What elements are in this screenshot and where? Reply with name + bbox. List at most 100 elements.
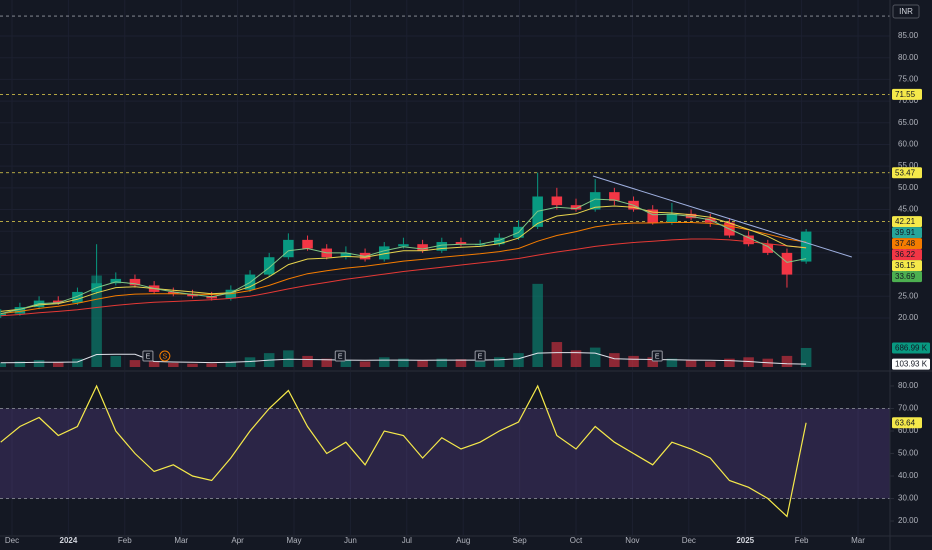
- volume-bar: [532, 283, 543, 367]
- volume-bar: [781, 355, 793, 367]
- candle-body: [302, 239, 313, 249]
- event-label: S: [163, 353, 168, 360]
- event-marker: [142, 350, 154, 362]
- y-tick-label: 70.00: [898, 96, 919, 105]
- price-badge-label: 71.55: [895, 90, 916, 99]
- rsi: [0, 384, 890, 518]
- currency-label[interactable]: INR: [899, 7, 913, 16]
- x-tick-label: Feb: [118, 536, 132, 545]
- y-tick-label: 50.00: [898, 449, 919, 458]
- candle-body: [129, 278, 141, 286]
- volume-bar: [321, 358, 332, 367]
- levels: [0, 15, 890, 223]
- volume-bar: [91, 275, 102, 367]
- candle-body: [781, 252, 793, 275]
- y-tick-label: 80.00: [898, 381, 919, 390]
- rsi-badge: [892, 417, 922, 429]
- price-badge: [892, 216, 922, 228]
- price-badge-label: 36.22: [895, 250, 916, 259]
- volume-bar: [551, 342, 563, 367]
- price-badge-label: 37.48: [895, 239, 916, 248]
- volume-bar: [609, 353, 620, 367]
- candle-body: [455, 242, 467, 245]
- candle-body: [263, 257, 275, 275]
- volume-bar: [436, 358, 448, 367]
- event-label: E: [146, 353, 151, 360]
- y-tick-label: 85.00: [898, 31, 919, 40]
- currency-box[interactable]: [892, 4, 920, 19]
- volume-bar: [283, 350, 294, 367]
- volume-bar: [148, 361, 160, 367]
- candle-body: [0, 313, 6, 316]
- x-tick-label: Sep: [512, 536, 527, 545]
- y-tick-label: 20.00: [898, 313, 919, 322]
- volume-bar: [474, 360, 486, 367]
- volume-bar: [494, 357, 505, 367]
- volume-bar: [225, 361, 237, 367]
- y-tick-label: 75.00: [898, 74, 919, 83]
- candle-body: [206, 296, 217, 299]
- x-tick-label: 2024: [60, 536, 78, 545]
- candle-body: [436, 242, 448, 251]
- candle-body: [378, 246, 390, 260]
- x-tick-label: Aug: [456, 536, 470, 545]
- volume-badge-label: 686.99 K: [895, 344, 928, 353]
- volume-bar: [743, 357, 754, 367]
- candle-body: [340, 252, 352, 258]
- candle-body: [52, 300, 64, 303]
- candle-body: [474, 244, 486, 246]
- volume-bar: [800, 347, 812, 367]
- volume-bar: [33, 360, 45, 367]
- candle-body: [187, 294, 198, 297]
- candle-body: [417, 244, 428, 251]
- volume-bar: [513, 353, 524, 367]
- volume-bar: [455, 359, 467, 367]
- moving-average-line: [0, 198, 807, 315]
- candle-body: [494, 237, 505, 245]
- x-tick-label: Jul: [402, 536, 412, 545]
- volume-bar: [302, 355, 313, 367]
- x-tick-label: May: [286, 536, 301, 545]
- grid: [0, 0, 890, 535]
- y-tick-label: 25.00: [898, 291, 919, 300]
- rsi-band-fill: [0, 408, 890, 499]
- volume-bar: [724, 358, 735, 367]
- x-tick-label: Jun: [344, 536, 357, 545]
- volume-bar: [704, 361, 716, 367]
- candle-body: [283, 239, 294, 258]
- volume-bar: [378, 357, 390, 367]
- candle-body: [570, 205, 582, 210]
- volume-bar: [666, 358, 678, 367]
- x-tick-label: Dec: [5, 536, 19, 545]
- candle-body: [398, 244, 409, 247]
- y-tick-label: 60.00: [898, 426, 919, 435]
- price-badge: [892, 271, 922, 283]
- x-tick-label: Mar: [174, 536, 188, 545]
- volume-ma-line: [0, 352, 807, 365]
- candle-body: [609, 192, 620, 201]
- price-badge: [892, 260, 922, 272]
- event-marker: [334, 350, 346, 362]
- rsi-badge-label: 63.64: [895, 418, 916, 427]
- price-badge-label: 39.91: [895, 228, 916, 237]
- price-badge-label: 36.15: [895, 261, 916, 270]
- price-badge: [892, 88, 922, 100]
- volume-bar: [0, 362, 6, 367]
- price-badge: [892, 167, 922, 179]
- y-tick-label: 45.00: [898, 205, 919, 214]
- volume-bar: [168, 362, 179, 367]
- y-tick-label: 80.00: [898, 53, 919, 62]
- y-tick-label: 65.00: [898, 118, 919, 127]
- price-badge: [892, 227, 922, 239]
- price-badge-label: 53.47: [895, 168, 916, 177]
- moving-average-line: [0, 205, 807, 312]
- volume-bar: [628, 355, 639, 367]
- x-tick-label: Oct: [570, 536, 583, 545]
- y-tick-label: 50.00: [898, 183, 919, 192]
- candle-body: [743, 235, 754, 245]
- candle-body: [589, 192, 601, 210]
- volume-bar: [589, 347, 601, 367]
- volume-bar: [52, 362, 64, 367]
- moving-average-line: [0, 238, 807, 317]
